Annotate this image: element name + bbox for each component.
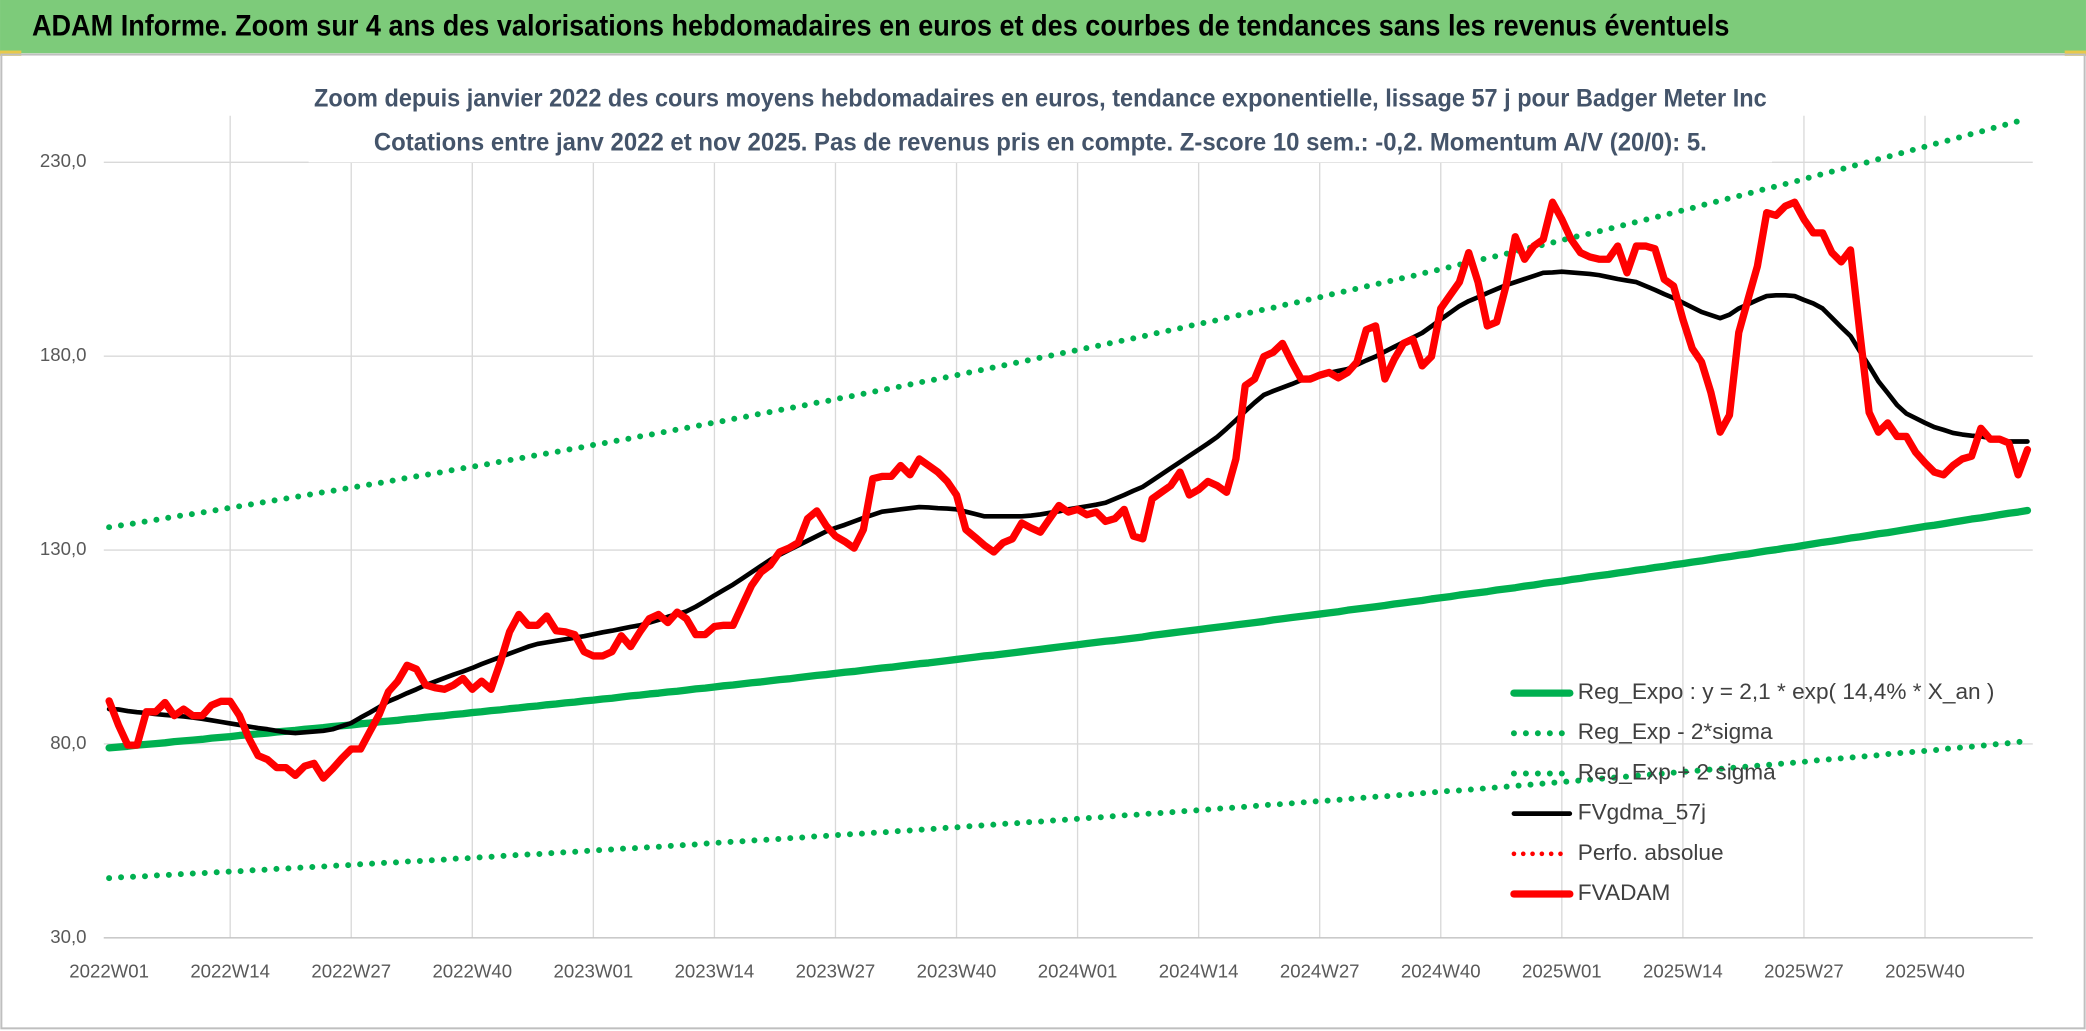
x-tick-label: 2025W27 xyxy=(1764,960,1844,981)
chart-border xyxy=(0,53,2086,1030)
plot-area: 30,0 80,0 130,0 180,0 230,0 2022W01 2022W14 202… xyxy=(40,115,2033,981)
x-tick-label: 2024W01 xyxy=(1038,960,1118,981)
y-tick-label: 130,0 xyxy=(40,538,87,559)
chart-heading: Zoom depuis janvier 2022 des cours moyen… xyxy=(308,79,1773,163)
x-tick-label: 2022W14 xyxy=(190,960,270,981)
legend-label: Reg_Exp + 2 sigma xyxy=(1578,759,1776,784)
x-tick-label: 2024W27 xyxy=(1280,960,1360,981)
legend-label: Reg_Expo : y = 2,1 * exp( 14,4% * X_an ) xyxy=(1578,679,1995,704)
x-tick-label: 2024W40 xyxy=(1401,960,1481,981)
legend-label: FVgdma_57j xyxy=(1578,800,1706,825)
y-tick-label: 230,0 xyxy=(40,150,87,171)
y-tick-label: 30,0 xyxy=(50,926,86,947)
chart-title: Zoom depuis janvier 2022 des cours moyen… xyxy=(314,84,1767,112)
series-line xyxy=(105,198,2032,782)
y-tick-label: 80,0 xyxy=(50,732,86,753)
header-corner xyxy=(0,50,22,56)
x-tick-label: 2023W27 xyxy=(796,960,876,981)
x-tick-label: 2025W14 xyxy=(1643,960,1723,981)
series-line xyxy=(106,738,2031,882)
x-tick-label: 2025W40 xyxy=(1885,960,1965,981)
legend: Reg_Expo : y = 2,1 * exp( 14,4% * X_an )… xyxy=(1510,679,1995,905)
x-tick-label: 2025W01 xyxy=(1522,960,1602,981)
legend-label: FVADAM xyxy=(1578,880,1671,905)
series-line xyxy=(105,506,2032,752)
header-bar xyxy=(0,0,2086,54)
chart-subtitle: Cotations entre janv 2022 et nov 2025. P… xyxy=(374,128,1707,156)
legend-label: Reg_Exp - 2*sigma xyxy=(1578,719,1773,744)
x-tick-label: 2023W14 xyxy=(675,960,755,981)
title-background xyxy=(308,79,1773,163)
series-line xyxy=(106,115,2031,531)
x-tick-label: 2022W27 xyxy=(311,960,391,981)
x-tick-label: 2022W40 xyxy=(432,960,512,981)
x-tick-label: 2023W40 xyxy=(917,960,997,981)
y-tick-label: 180,0 xyxy=(40,344,87,365)
legend-label: Perfo. absolue xyxy=(1578,840,1724,865)
header-corner xyxy=(2064,50,2086,56)
x-tick-label: 2024W14 xyxy=(1159,960,1239,981)
x-tick-label: 2022W01 xyxy=(69,960,149,981)
x-tick-label: 2023W01 xyxy=(554,960,634,981)
page-title: ADAM Informe. Zoom sur 4 ans des valoris… xyxy=(32,11,1729,43)
